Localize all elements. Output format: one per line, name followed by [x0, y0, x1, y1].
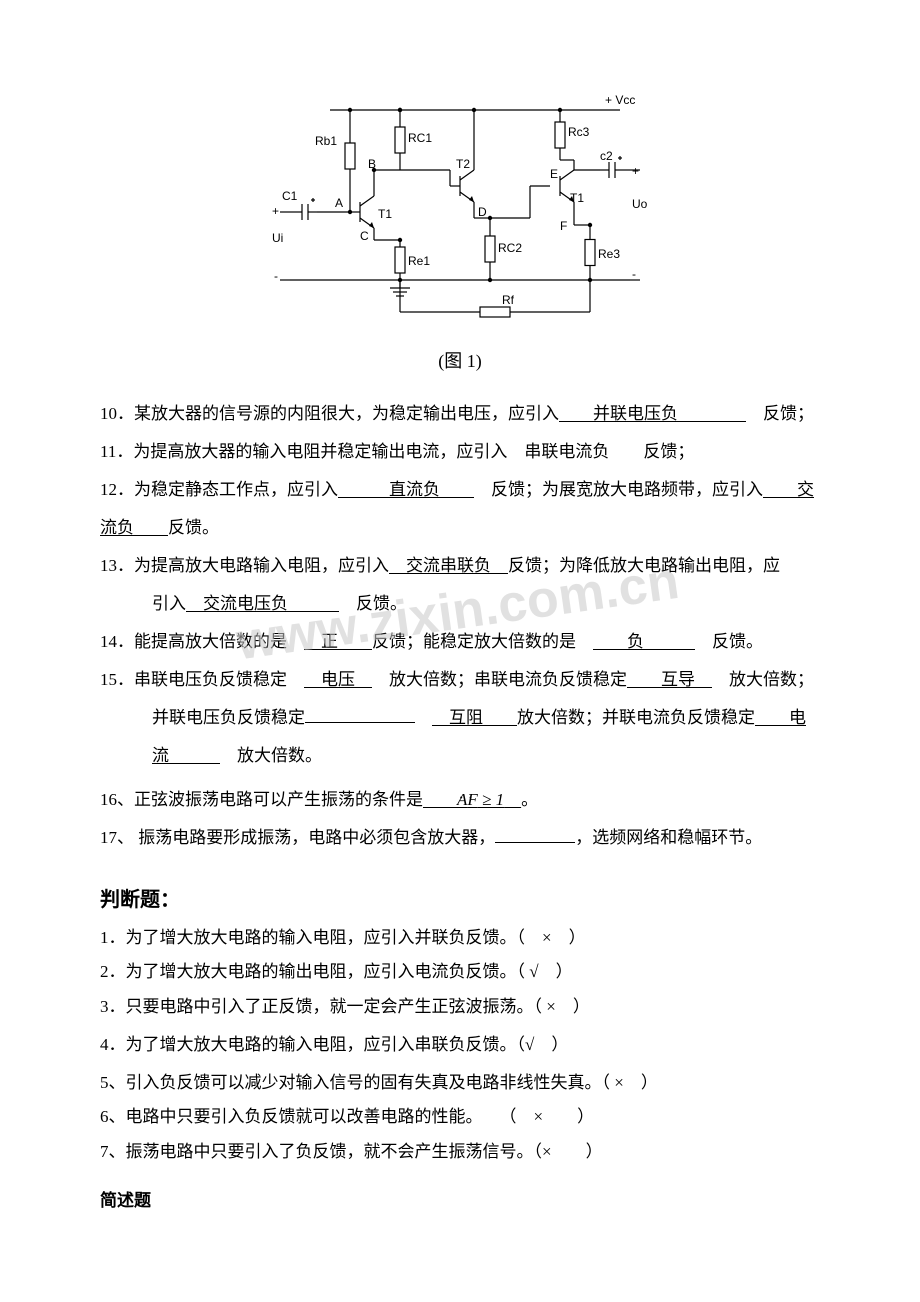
q15b-blank — [305, 722, 415, 723]
svg-text:A: A — [335, 196, 343, 210]
svg-text:T1: T1 — [570, 191, 584, 205]
svg-text:Rf: Rf — [502, 293, 515, 307]
svg-text:C1: C1 — [282, 189, 298, 203]
svg-text:-: - — [274, 269, 278, 283]
q13a-post: 反馈；为降低放大电路输出电阻，应 — [508, 556, 780, 575]
q15a: 15．串联电压负反馈稳定 电压 放大倍数；串联电流负反馈稳定 互导 放大倍数； — [100, 663, 820, 697]
q10-pre: 10．某放大器的信号源的内阻很大，为稳定输出电压，应引入 — [100, 404, 559, 423]
q15b-mid: 放大倍数；并联电流负反馈稳定 — [517, 708, 755, 727]
svg-text:Ui: Ui — [272, 231, 283, 245]
q14-pre: 14．能提高放大倍数的是 — [100, 632, 304, 651]
q13b-post: 反馈。 — [339, 594, 407, 613]
q15a-ans1: 电压 — [304, 670, 372, 689]
q13a-pre: 13．为提高放大电路输入电阻，应引入 — [100, 556, 389, 575]
q15b: 并联电压负反馈稳定 互阻 放大倍数；并联电流负反馈稳定 电 — [100, 701, 820, 735]
q16-tail: ≥ 1 — [478, 790, 504, 809]
svg-text:+ Vcc: + Vcc — [605, 93, 635, 107]
q15c-post: 放大倍数。 — [220, 746, 322, 765]
q12a-pre: 12．为稳定静态工作点，应引入 — [100, 480, 338, 499]
svg-text:+: + — [272, 204, 279, 218]
svg-text:Re3: Re3 — [598, 247, 620, 261]
q12b: 流负 反馈。 — [100, 511, 820, 545]
q14-ans2: 负 — [593, 632, 695, 651]
circuit-diagram: + VccC1+AUi-T1BRb1RC1CRe1T2DRC2T1ERc3c2F… — [260, 90, 660, 335]
svg-text:+: + — [632, 164, 639, 178]
q13a-ans: 交流串联负 — [389, 556, 508, 575]
short-heading: 简述题 — [100, 1186, 820, 1211]
q12b-post: 反馈。 — [168, 518, 219, 537]
svg-text:C: C — [360, 229, 369, 243]
tf-1: 1．为了增大放大电路的输入电阻，应引入并联负反馈。（ × ） — [100, 922, 820, 954]
tf-4: 4．为了增大放大电路的输入电阻，应引入串联负反馈。（√ ） — [100, 1029, 820, 1061]
q17-pre: 17、 振荡电路要形成振荡，电路中必须包含放大器， — [100, 828, 495, 847]
q11: 11．为提高放大器的输入电阻并稳定输出电流，应引入 串联电流负 反馈； — [100, 435, 820, 469]
svg-text:F: F — [560, 219, 567, 233]
q17: 17、 振荡电路要形成振荡，电路中必须包含放大器， ，选频网络和稳幅环节。 — [100, 821, 820, 855]
q15b-ans1: 互阻 — [432, 708, 517, 727]
figure-caption: (图 1) — [100, 347, 820, 373]
tf-5: 5、引入负反馈可以减少对输入信号的固有失真及电路非线性失真。（ × ） — [100, 1067, 820, 1099]
q16: 16、正弦波振荡电路可以产生振荡的条件是 AF ≥ 1 。 — [100, 783, 820, 817]
tf-3: 3．只要电路中引入了正反馈，就一定会产生正弦波振荡。（ × ） — [100, 991, 820, 1023]
q15a-mid: 放大倍数；串联电流负反馈稳定 — [372, 670, 627, 689]
q15a-ans2: 互导 — [627, 670, 712, 689]
q10: 10．某放大器的信号源的内阻很大，为稳定输出电压，应引入 并联电压负 反馈； — [100, 397, 820, 431]
q13b-pre: 引入 — [152, 594, 186, 613]
q12b-ans: 流负 — [100, 518, 168, 537]
svg-text:c2: c2 — [600, 149, 613, 163]
q17-post: ，选频网络和稳幅环节。 — [575, 828, 762, 847]
q17-blank — [495, 842, 575, 843]
q16-post: 。 — [521, 790, 538, 809]
q15b-pre: 并联电压负反馈稳定 — [152, 708, 305, 727]
svg-text:E: E — [550, 167, 558, 181]
q15a-pre: 15．串联电压负反馈稳定 — [100, 670, 304, 689]
svg-text:D: D — [478, 205, 487, 219]
q14-ans1: 正 — [304, 632, 372, 651]
q15c-ans: 流 — [152, 746, 220, 765]
tf-6: 6、电路中只要引入负反馈就可以改善电路的性能。 （ × ） — [100, 1101, 820, 1133]
q14-post: 反馈。 — [695, 632, 763, 651]
svg-text:T2: T2 — [456, 157, 470, 171]
svg-text:Rb1: Rb1 — [315, 134, 337, 148]
tf-7: 7、振荡电路中只要引入了负反馈，就不会产生振荡信号。（× ） — [100, 1136, 820, 1168]
circuit-svg: + VccC1+AUi-T1BRb1RC1CRe1T2DRC2T1ERc3c2F… — [260, 90, 660, 330]
q13b-ans: 交流电压负 — [186, 594, 339, 613]
q16-pad1 — [423, 790, 457, 809]
questions-block: www.zixin.com.cn 10．某放大器的信号源的内阻很大，为稳定输出电… — [100, 397, 820, 855]
q16-pre: 16、正弦波振荡电路可以产生振荡的条件是 — [100, 790, 423, 809]
svg-text:Uo: Uo — [632, 197, 648, 211]
q12a: 12．为稳定静态工作点，应引入 直流负 反馈；为展宽放大电路频带，应引入 交 — [100, 473, 820, 507]
q16-A: A — [457, 790, 467, 809]
svg-text:RC2: RC2 — [498, 241, 522, 255]
q14-mid: 反馈；能稳定放大倍数的是 — [372, 632, 593, 651]
q16-pad2 — [504, 790, 521, 809]
q12a-ans2: 交 — [763, 480, 814, 499]
q16-F: F — [467, 790, 477, 809]
q13a: 13．为提高放大电路输入电阻，应引入 交流串联负 反馈；为降低放大电路输出电阻，… — [100, 549, 820, 583]
q12a-ans: 直流负 — [338, 480, 474, 499]
q10-post: 反馈； — [746, 404, 814, 423]
q15c: 流 放大倍数。 — [100, 739, 820, 773]
circuit-diagram-wrap: + VccC1+AUi-T1BRb1RC1CRe1T2DRC2T1ERc3c2F… — [100, 90, 820, 335]
q12a-mid: 反馈；为展宽放大电路频带，应引入 — [474, 480, 763, 499]
svg-text:RC1: RC1 — [408, 131, 432, 145]
tf-2: 2．为了增大放大电路的输出电阻，应引入电流负反馈。（ √ ） — [100, 956, 820, 988]
svg-text:-: - — [632, 267, 636, 281]
q15b-ans2: 电 — [755, 708, 806, 727]
document-page: + VccC1+AUi-T1BRb1RC1CRe1T2DRC2T1ERc3c2F… — [0, 0, 920, 1277]
svg-text:T1: T1 — [378, 207, 392, 221]
svg-text:Re1: Re1 — [408, 254, 430, 268]
q15a-post: 放大倍数； — [712, 670, 814, 689]
q14: 14．能提高放大倍数的是 正 反馈；能稳定放大倍数的是 负 反馈。 — [100, 625, 820, 659]
q10-ans: 并联电压负 — [559, 404, 746, 423]
svg-text:Rc3: Rc3 — [568, 125, 590, 139]
q13b: 引入 交流电压负 反馈。 — [100, 587, 820, 621]
tf-heading: 判断题： — [100, 883, 820, 912]
q16-ans: AF ≥ 1 — [423, 790, 521, 809]
